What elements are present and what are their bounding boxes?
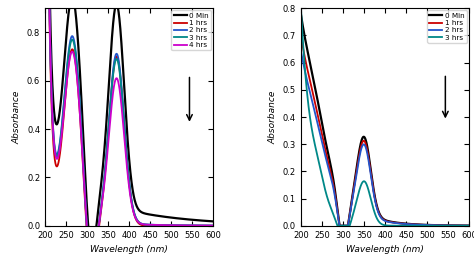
4 hrs <box>210 224 216 227</box>
2 hrs <box>307 89 312 92</box>
3 hrs <box>206 224 211 227</box>
0 Min <box>51 105 56 108</box>
0 Min <box>206 219 211 223</box>
3 hrs <box>298 6 304 9</box>
1 hrs <box>89 269 95 273</box>
3 hrs <box>462 224 467 227</box>
2 hrs <box>51 134 56 137</box>
4 hrs <box>206 224 211 227</box>
0 Min <box>466 224 472 227</box>
Line: 0 Min: 0 Min <box>45 0 213 250</box>
3 hrs <box>307 112 312 116</box>
Legend: 0 Min, 1 hrs, 2 hrs, 3 hrs: 0 Min, 1 hrs, 2 hrs, 3 hrs <box>427 11 467 43</box>
4 hrs <box>119 115 125 119</box>
4 hrs <box>51 137 56 140</box>
3 hrs <box>51 136 56 139</box>
2 hrs <box>175 224 181 227</box>
1 hrs <box>462 224 467 227</box>
2 hrs <box>431 224 437 227</box>
1 hrs <box>119 99 125 103</box>
3 hrs <box>380 223 386 226</box>
1 hrs <box>124 158 130 161</box>
1 hrs <box>210 224 216 227</box>
0 Min <box>307 59 312 62</box>
X-axis label: Wavelength (nm): Wavelength (nm) <box>346 245 424 254</box>
Line: 1 hrs: 1 hrs <box>301 36 469 226</box>
1 hrs <box>375 210 381 214</box>
0 Min <box>380 217 386 220</box>
3 hrs <box>375 219 381 223</box>
0 Min <box>206 219 211 223</box>
0 Min <box>375 209 381 213</box>
4 hrs <box>124 166 130 169</box>
Line: 3 hrs: 3 hrs <box>301 8 469 226</box>
3 hrs <box>124 158 130 161</box>
1 hrs <box>206 224 211 227</box>
1 hrs <box>51 146 56 149</box>
2 hrs <box>119 97 125 101</box>
Line: 1 hrs: 1 hrs <box>45 0 213 271</box>
1 hrs <box>466 224 472 227</box>
0 Min <box>431 224 437 227</box>
2 hrs <box>206 224 211 227</box>
0 Min <box>337 224 342 227</box>
2 hrs <box>210 224 216 227</box>
X-axis label: Wavelength (nm): Wavelength (nm) <box>90 245 168 254</box>
2 hrs <box>462 224 467 227</box>
1 hrs <box>380 217 386 221</box>
4 hrs <box>89 262 95 265</box>
0 Min <box>89 248 95 252</box>
3 hrs <box>119 101 125 104</box>
1 hrs <box>462 224 467 227</box>
4 hrs <box>206 224 211 227</box>
1 hrs <box>431 224 437 227</box>
Line: 2 hrs: 2 hrs <box>301 51 469 226</box>
2 hrs <box>380 218 386 221</box>
2 hrs <box>298 49 304 52</box>
Line: 2 hrs: 2 hrs <box>45 0 213 267</box>
3 hrs <box>206 224 211 227</box>
2 hrs <box>89 265 95 269</box>
4 hrs <box>175 224 181 227</box>
2 hrs <box>375 211 381 214</box>
1 hrs <box>298 34 304 37</box>
0 Min <box>210 220 216 223</box>
1 hrs <box>206 224 211 227</box>
2 hrs <box>337 224 342 227</box>
2 hrs <box>124 156 130 159</box>
Line: 4 hrs: 4 hrs <box>45 0 213 264</box>
2 hrs <box>206 224 211 227</box>
2 hrs <box>462 224 467 227</box>
2 hrs <box>466 224 472 227</box>
0 Min <box>462 224 467 227</box>
1 hrs <box>337 224 343 227</box>
0 Min <box>119 58 125 61</box>
3 hrs <box>89 265 95 268</box>
Y-axis label: Absorbance: Absorbance <box>12 90 21 144</box>
0 Min <box>298 12 304 16</box>
Line: 3 hrs: 3 hrs <box>45 0 213 267</box>
0 Min <box>175 217 181 220</box>
3 hrs <box>431 224 437 227</box>
0 Min <box>462 224 467 227</box>
Y-axis label: Absorbance: Absorbance <box>268 90 277 144</box>
Line: 0 Min: 0 Min <box>301 14 469 226</box>
1 hrs <box>175 224 181 227</box>
0 Min <box>124 129 130 132</box>
3 hrs <box>210 224 216 227</box>
1 hrs <box>307 77 312 80</box>
3 hrs <box>175 224 181 227</box>
3 hrs <box>462 224 467 227</box>
3 hrs <box>466 224 472 227</box>
3 hrs <box>335 224 340 227</box>
Legend: 0 Min, 1 hrs, 2 hrs, 3 hrs, 4 hrs: 0 Min, 1 hrs, 2 hrs, 3 hrs, 4 hrs <box>172 11 211 50</box>
